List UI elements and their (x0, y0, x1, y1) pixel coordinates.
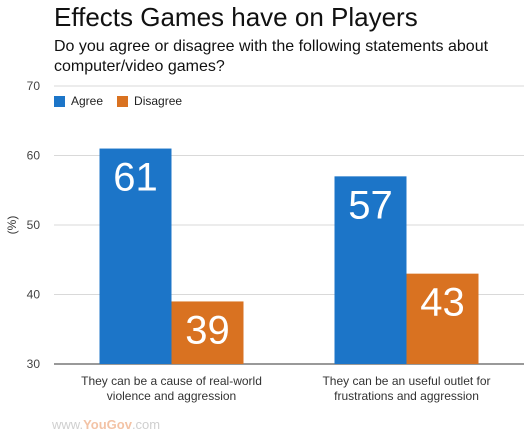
data-labels: 61 39 57 43 (113, 156, 465, 353)
y-tick-label: 40 (27, 288, 41, 302)
data-label: 61 (113, 156, 158, 200)
chart-subtitle: Do you agree or disagree with the follow… (54, 38, 489, 75)
watermark-suffix: .com (131, 417, 161, 432)
yougov-watermark: www.YouGov.com (52, 417, 160, 432)
data-label: 43 (420, 281, 465, 325)
y-tick-label: 70 (27, 79, 41, 93)
watermark-prefix: www. (52, 417, 84, 432)
data-label: 57 (348, 183, 393, 227)
legend-swatch-agree (54, 95, 65, 107)
legend-item-agree: Agree (54, 94, 103, 108)
watermark-brand: YouGov (83, 417, 132, 432)
y-axis-label: (%) (5, 216, 19, 235)
y-tick-label: 60 (27, 149, 41, 163)
legend-label-agree: Agree (71, 94, 104, 108)
x-tick-label: frustrations and aggression (334, 389, 479, 403)
x-tick-label: violence and aggression (107, 389, 236, 403)
bars (99, 148, 479, 364)
y-tick-label: 50 (27, 218, 41, 232)
y-tick-label: 30 (27, 357, 41, 371)
legend-label-disagree: Disagree (134, 94, 183, 108)
x-tick-label: They can be an useful outlet for (322, 374, 490, 388)
legend-swatch-disagree (117, 95, 129, 107)
bar-agree-0 (99, 148, 172, 364)
y-tick-labels: 30 40 50 60 70 (27, 79, 41, 371)
bar-disagree-1 (406, 273, 479, 364)
chart-title: Effects Games have on Players (54, 2, 418, 32)
legend-item-disagree: Disagree (117, 94, 182, 108)
data-label: 39 (185, 308, 230, 352)
x-tick-label: They can be a cause of real-world (81, 374, 262, 388)
bar-agree-1 (334, 176, 407, 364)
x-tick-labels: They can be a cause of real-worldviolenc… (81, 374, 490, 403)
legend: Agree Disagree (54, 94, 182, 108)
bar-disagree-0 (171, 301, 244, 364)
